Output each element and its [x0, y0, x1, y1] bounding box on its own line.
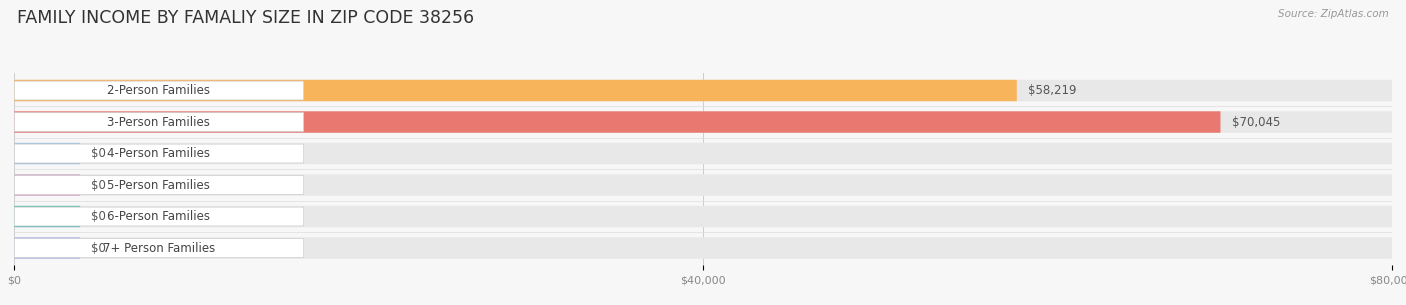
FancyBboxPatch shape — [14, 113, 304, 131]
FancyBboxPatch shape — [14, 176, 304, 195]
FancyBboxPatch shape — [14, 80, 1017, 101]
Text: Source: ZipAtlas.com: Source: ZipAtlas.com — [1278, 9, 1389, 19]
Text: $0: $0 — [91, 178, 105, 192]
FancyBboxPatch shape — [14, 239, 304, 257]
Text: 5-Person Families: 5-Person Families — [107, 178, 209, 192]
Text: 2-Person Families: 2-Person Families — [107, 84, 211, 97]
Text: 4-Person Families: 4-Person Families — [107, 147, 211, 160]
Text: 6-Person Families: 6-Person Families — [107, 210, 211, 223]
Text: $0: $0 — [91, 242, 105, 255]
Text: FAMILY INCOME BY FAMALIY SIZE IN ZIP CODE 38256: FAMILY INCOME BY FAMALIY SIZE IN ZIP COD… — [17, 9, 474, 27]
Text: 3-Person Families: 3-Person Families — [107, 116, 209, 128]
FancyBboxPatch shape — [14, 207, 304, 226]
FancyBboxPatch shape — [14, 174, 1392, 196]
FancyBboxPatch shape — [14, 206, 1392, 227]
FancyBboxPatch shape — [14, 174, 80, 196]
Text: $0: $0 — [91, 210, 105, 223]
Text: $58,219: $58,219 — [1028, 84, 1077, 97]
FancyBboxPatch shape — [14, 237, 1392, 259]
FancyBboxPatch shape — [14, 143, 80, 164]
FancyBboxPatch shape — [14, 111, 1392, 133]
FancyBboxPatch shape — [14, 144, 304, 163]
FancyBboxPatch shape — [14, 80, 1392, 101]
Text: $0: $0 — [91, 147, 105, 160]
Text: $70,045: $70,045 — [1232, 116, 1279, 128]
Text: 7+ Person Families: 7+ Person Families — [103, 242, 215, 255]
FancyBboxPatch shape — [14, 81, 304, 100]
FancyBboxPatch shape — [14, 206, 80, 227]
FancyBboxPatch shape — [14, 237, 80, 259]
FancyBboxPatch shape — [14, 111, 1220, 133]
FancyBboxPatch shape — [14, 143, 1392, 164]
